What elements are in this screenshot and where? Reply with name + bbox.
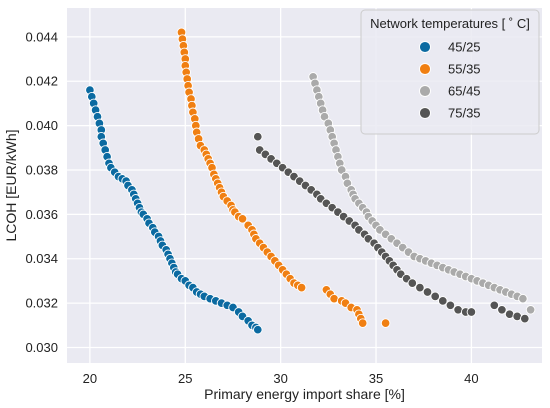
x-tick-label: 20 [83,371,97,386]
data-point-75-35 [415,282,425,293]
x-axis-label: Primary energy import share [%] [204,386,405,402]
data-point-75-35 [520,313,530,324]
data-point-75-35 [407,278,418,288]
legend-items: 45/25 55/35 65/45 75/35 [419,40,481,121]
x-tick-label: 25 [178,371,192,386]
legend-marker [419,41,431,53]
data-points [85,27,536,335]
legend-marker [419,85,431,97]
data-point-65-45 [518,293,528,304]
data-point-55-35 [357,318,368,328]
data-point-45-25 [253,324,263,335]
data-point-55-35 [380,318,391,328]
x-tick-label: 30 [273,371,287,386]
y-tick-label: 0.036 [25,207,58,222]
legend-label: 55/35 [448,62,481,77]
y-tick-label: 0.030 [25,340,58,355]
x-axis-ticks: 20 25 30 35 40 [83,371,479,386]
data-point-55-35 [296,282,307,293]
legend: Network temperatures [ ˚ C] 45/25 55/35 65… [360,9,540,135]
legend-box [360,9,540,135]
data-point-75-35 [430,291,440,302]
legend-marker [419,107,431,119]
legend-label: 65/45 [448,84,481,99]
data-point-75-35 [489,300,500,311]
data-point-75-35 [422,287,433,297]
y-axis-label: LCOH [EUR/kWh] [3,129,19,241]
legend-title: Network temperatures [ ˚ C] [370,16,530,31]
y-axis-ticks: 0.030 0.032 0.034 0.036 0.038 0.040 0.042 0.044 [25,29,58,355]
data-point-75-35 [497,305,507,315]
y-tick-label: 0.042 [25,74,58,89]
data-point-75-35 [466,307,477,317]
data-point-75-35 [253,131,263,142]
y-tick-label: 0.032 [25,296,58,311]
data-point-65-45 [525,305,536,315]
data-point-75-35 [445,300,456,311]
y-tick-label: 0.040 [25,118,58,133]
y-tick-label: 0.038 [25,162,58,177]
legend-label: 75/35 [448,106,481,121]
x-tick-label: 40 [464,371,478,386]
x-tick-label: 35 [369,371,383,386]
y-tick-label: 0.044 [25,29,58,44]
legend-label: 45/25 [448,40,481,55]
y-tick-label: 0.034 [25,251,58,266]
data-point-75-35 [438,296,448,306]
data-point-55-35 [237,214,248,224]
legend-marker [419,63,431,75]
